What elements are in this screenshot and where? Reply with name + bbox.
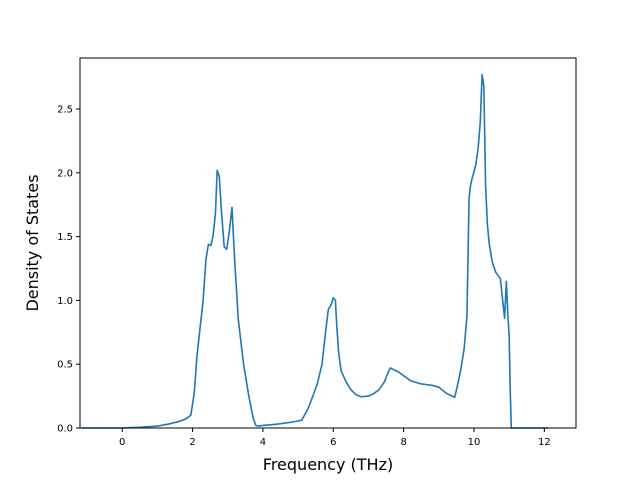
y-tick-label: 2.0 [57,168,73,179]
x-tick-label: 4 [260,437,266,448]
y-tick-label: 2.5 [57,105,73,116]
x-tick-label: 6 [330,437,336,448]
x-tick-label: 0 [119,437,125,448]
x-axis-label: Frequency (THz) [263,455,393,474]
y-tick-label: 0.0 [57,424,73,435]
x-axis-ticks: 0 2 4 6 8 10 12 [119,428,551,448]
x-tick-label: 8 [400,437,406,448]
y-tick-label: 0.5 [57,360,73,371]
y-tick-label: 1.5 [57,232,73,243]
x-tick-label: 2 [189,437,195,448]
x-tick-label: 10 [468,437,481,448]
x-tick-label: 12 [538,437,551,448]
dos-series-line [80,73,549,429]
y-axis-label: Density of States [23,174,42,311]
y-tick-label: 1.0 [57,296,73,307]
y-axis-ticks: 0.0 0.5 1.0 1.5 2.0 2.5 [57,105,80,435]
plot-frame [79,57,577,429]
